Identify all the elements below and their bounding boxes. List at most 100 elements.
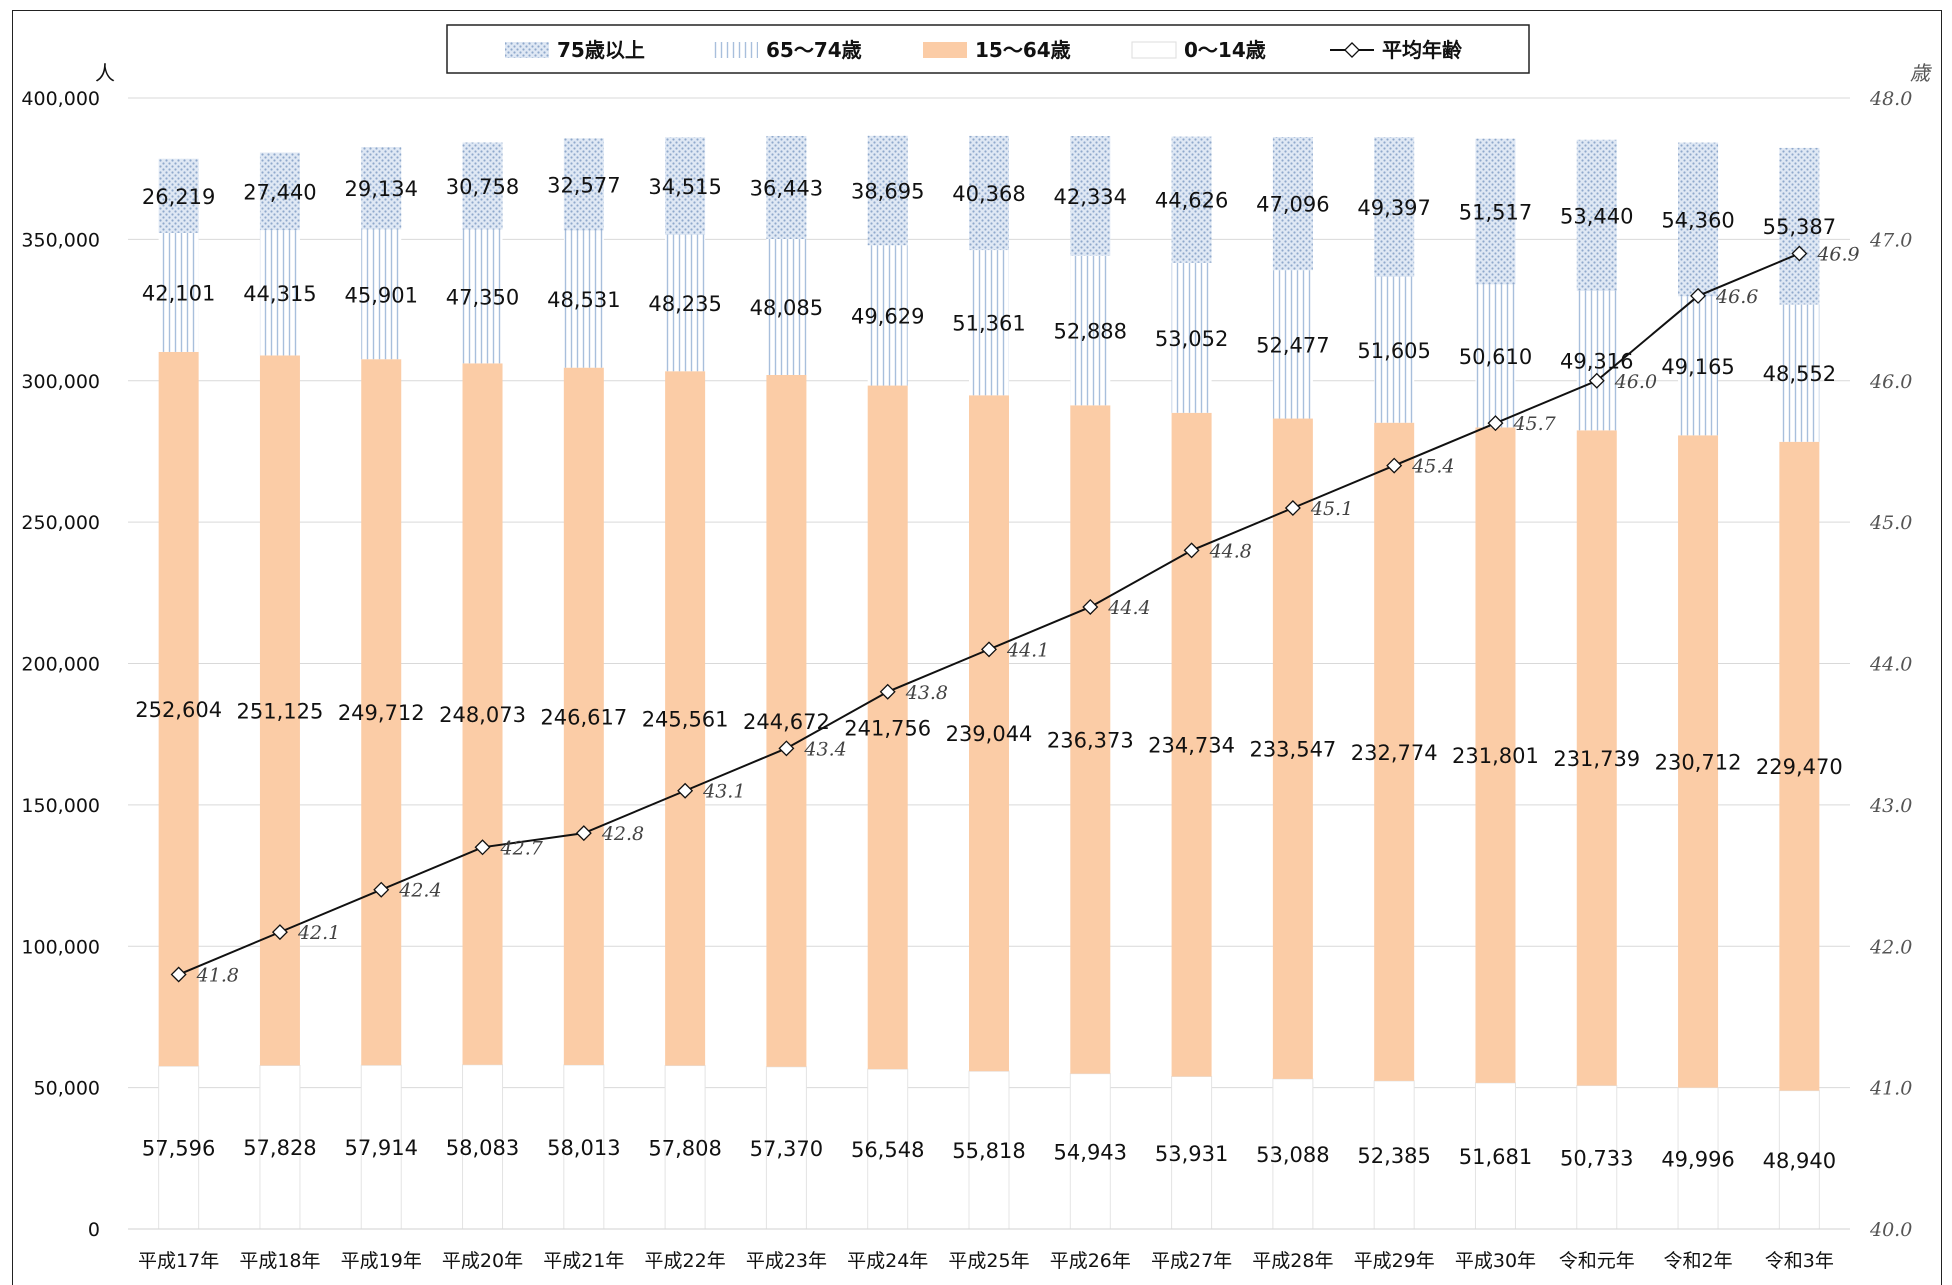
x-category-label: 平成22年 [645, 1250, 726, 1272]
segment-value-label: 54,360 [1661, 208, 1734, 232]
average-age-marker [170, 966, 187, 983]
segment-value-label: 30,758 [446, 175, 519, 199]
average-age-marker [1386, 457, 1403, 474]
average-age-marker [474, 839, 491, 856]
average-age-label: 45.7 [1512, 413, 1556, 435]
bar-segment-65-74 [1171, 262, 1212, 413]
segment-value-label: 51,605 [1357, 339, 1430, 363]
segment-value-label: 54,943 [1054, 1140, 1127, 1164]
y2-tick-label: 48.0 [1869, 88, 1912, 110]
segment-value-label: 45,901 [344, 283, 417, 307]
y-tick-label: 250,000 [21, 512, 100, 534]
y2-tick-label: 42.0 [1869, 936, 1912, 958]
segment-value-label: 232,774 [1351, 741, 1438, 765]
legend-label-average-age: 平均年齢 [1382, 38, 1463, 62]
bar-segment-65-74 [563, 230, 604, 368]
average-age-label: 46.9 [1816, 244, 1859, 266]
segment-value-label: 40,368 [952, 182, 1025, 206]
segment-value-label: 246,617 [540, 705, 627, 729]
segment-value-label: 57,914 [344, 1136, 417, 1160]
bar-segment-15-64 [462, 363, 503, 1065]
bar-segment-65-74 [665, 234, 706, 372]
average-age-marker [1487, 415, 1504, 432]
x-category-label: 令和3年 [1765, 1250, 1834, 1272]
bar-segment-0-14 [1069, 1073, 1111, 1230]
y2-tick-label: 45.0 [1869, 512, 1912, 534]
segment-value-label: 36,443 [750, 176, 823, 200]
segment-value-label: 239,044 [946, 722, 1033, 746]
segment-value-label: 245,561 [642, 707, 729, 731]
chart-frame [12, 10, 1942, 1285]
segment-value-label: 251,125 [237, 699, 324, 723]
segment-value-label: 50,610 [1459, 345, 1532, 369]
average-age-marker [1588, 372, 1605, 389]
average-age-marker [1284, 499, 1301, 516]
bar-segment-15-64 [665, 371, 706, 1066]
bar-segment-15-64 [766, 374, 807, 1067]
bar-segment-15-64 [969, 395, 1009, 1072]
segment-value-label: 53,440 [1560, 204, 1633, 228]
y-tick-label: 50,000 [34, 1078, 100, 1100]
bar-segment-75plus [361, 147, 402, 230]
segment-value-label: 32,577 [547, 173, 620, 197]
bar-segment-75plus [563, 138, 604, 231]
bar-segment-0-14 [664, 1065, 706, 1230]
bar-segment-75plus [462, 142, 503, 230]
y2-tick-label: 44.0 [1869, 654, 1912, 676]
bar-segment-15-64 [1678, 435, 1719, 1088]
average-age-label: 45.1 [1310, 498, 1353, 520]
y-tick-label: 350,000 [21, 229, 100, 251]
average-age-label: 44.8 [1209, 540, 1252, 562]
bar-segment-15-64 [1171, 412, 1212, 1077]
y-tick-label: 200,000 [21, 654, 100, 676]
average-age-marker [1791, 245, 1808, 262]
bar-segment-75plus [766, 135, 807, 240]
bar-segment-75plus [969, 135, 1009, 251]
segment-value-label: 252,604 [135, 698, 222, 722]
bar-segment-15-64 [1272, 418, 1313, 1079]
segment-value-label: 58,013 [547, 1136, 620, 1160]
bar-segment-65-74 [766, 239, 807, 375]
segment-value-label: 230,712 [1655, 750, 1742, 774]
bar-segment-15-64 [1374, 422, 1415, 1081]
y2-tick-label: 43.0 [1869, 795, 1912, 817]
bar-segment-75plus [1576, 139, 1617, 291]
segment-value-label: 52,477 [1256, 333, 1329, 357]
legend-label-65-74: 65～74歳 [766, 38, 862, 62]
bar-segment-75plus [1171, 136, 1212, 263]
legend-label-75plus: 75歳以上 [557, 38, 645, 62]
segment-value-label: 57,370 [750, 1137, 823, 1161]
segment-value-label: 52,385 [1357, 1144, 1430, 1168]
bar-segment-75plus [665, 137, 706, 235]
bar-segment-15-64 [563, 367, 604, 1065]
x-category-label: 平成17年 [138, 1250, 219, 1272]
segment-value-label: 57,828 [243, 1136, 316, 1160]
average-age-label: 42.7 [500, 837, 544, 859]
average-age-label: 44.1 [1006, 639, 1049, 661]
segment-value-label: 29,134 [344, 177, 417, 201]
bar-segment-15-64 [1475, 427, 1516, 1083]
segment-value-label: 49,316 [1560, 350, 1633, 374]
bar-segment-75plus [1070, 136, 1111, 256]
x-category-label: 平成24年 [847, 1250, 928, 1272]
bar-segment-65-74 [462, 229, 503, 364]
segment-value-label: 48,085 [750, 296, 823, 320]
segment-value-label: 44,315 [243, 282, 316, 306]
average-age-label: 42.8 [601, 823, 644, 845]
segment-value-label: 44,626 [1155, 189, 1228, 213]
segment-value-labels: 57,596 252,604 42,101 26,219 57,828 251,125 44… [135, 173, 1843, 1172]
y-tick-label: 300,000 [21, 371, 100, 393]
legend-swatch-average-age-marker [1344, 42, 1360, 58]
segment-value-label: 47,096 [1256, 193, 1329, 217]
bar-segment-65-74 [867, 245, 908, 386]
bar-segment-75plus [1779, 147, 1820, 305]
x-category-label: 平成30年 [1455, 1250, 1536, 1272]
segment-value-label: 49,629 [851, 304, 924, 328]
segment-value-label: 49,165 [1661, 355, 1734, 379]
segment-value-label: 50,733 [1560, 1146, 1633, 1170]
average-age-label: 41.8 [196, 965, 239, 987]
bar-segment-75plus [867, 135, 908, 246]
segment-value-label: 42,334 [1054, 185, 1127, 209]
average-age-label: 43.4 [803, 738, 846, 760]
segment-value-label: 53,088 [1256, 1143, 1329, 1167]
